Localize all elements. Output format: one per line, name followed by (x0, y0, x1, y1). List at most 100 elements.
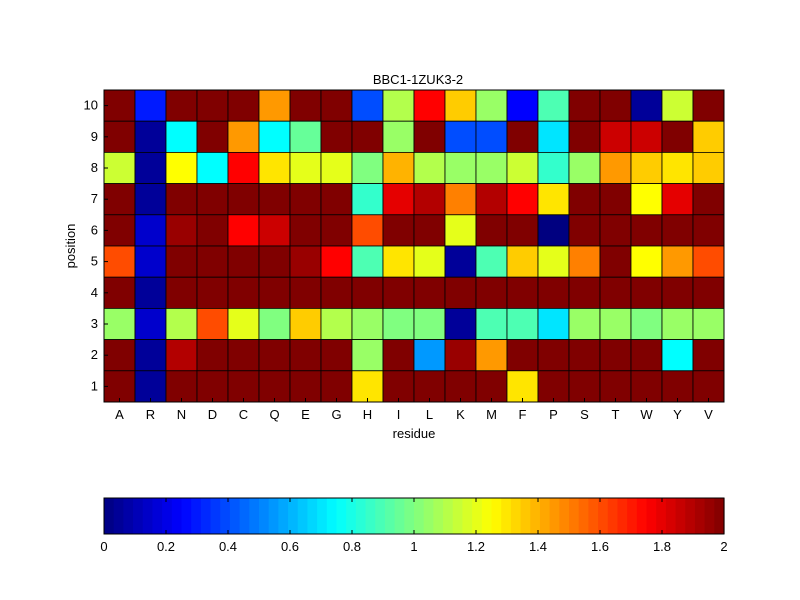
heatmap-cell (289, 370, 322, 403)
heatmap-cell (413, 183, 446, 216)
heatmap-cell (165, 276, 198, 309)
heatmap-cell (444, 120, 477, 153)
colorbar-segment (365, 498, 376, 534)
heatmap-cell (196, 370, 229, 403)
heatmap-cell (289, 151, 322, 184)
heatmap-cell (227, 370, 260, 403)
heatmap-cell (599, 370, 632, 403)
heatmap-cell (289, 214, 322, 247)
y-axis-label: position (63, 224, 78, 269)
heatmap-cell (289, 245, 322, 278)
heatmap-cell (537, 245, 570, 278)
colorbar-segment (375, 498, 386, 534)
heatmap-cell (599, 276, 632, 309)
heatmap-cell (413, 370, 446, 403)
heatmap-cell (692, 370, 725, 403)
heatmap-cell (444, 339, 477, 372)
colorbar-segment (549, 498, 560, 534)
heatmap-cell (351, 151, 384, 184)
heatmap-cell (692, 339, 725, 372)
x-tick-label: T (612, 407, 620, 422)
heatmap-cell (258, 183, 291, 216)
colorbar-segment (162, 498, 173, 534)
heatmap-cell (382, 151, 415, 184)
colorbar-segment (288, 498, 299, 534)
colorbar-segment (133, 498, 144, 534)
heatmap-cell (506, 89, 539, 122)
colorbar-segment (694, 498, 706, 534)
colorbar-tick-label: 1.6 (591, 539, 609, 554)
heatmap-cell (444, 214, 477, 247)
heatmap-cell (103, 89, 136, 122)
colorbar-segment (665, 498, 677, 534)
heatmap-cell (103, 276, 136, 309)
x-tick-label: G (331, 407, 341, 422)
heatmap-cell (692, 245, 725, 278)
heatmap-cell (506, 276, 539, 309)
colorbar-segment (433, 498, 444, 534)
colorbar-segment (685, 498, 696, 534)
heatmap-cell (661, 245, 694, 278)
heatmap-cell (568, 245, 601, 278)
colorbar-segment (191, 498, 202, 534)
heatmap-cell (103, 370, 136, 403)
colorbar-segment (520, 498, 531, 534)
heatmap-cell (227, 339, 260, 372)
heatmap-cell (537, 214, 570, 247)
colorbar-segment (501, 498, 512, 534)
heatmap-cell (413, 245, 446, 278)
x-tick-label: E (301, 407, 310, 422)
heatmap-cell (227, 120, 260, 153)
colorbar-segment (384, 498, 396, 534)
heatmap-cell (258, 89, 291, 122)
heatmap-cell (289, 339, 322, 372)
y-tick-label: 5 (91, 254, 98, 269)
heatmap-cell (630, 276, 663, 309)
heatmap-cell (382, 89, 415, 122)
x-tick-label: R (146, 407, 155, 422)
colorbar-tick-label: 0 (100, 539, 107, 554)
y-tick-label: 2 (91, 347, 98, 362)
heatmap-cell (630, 183, 663, 216)
heatmap-cell (320, 89, 353, 122)
heatmap-cell (351, 120, 384, 153)
heatmap-cell (661, 120, 694, 153)
heatmap-cell (599, 151, 632, 184)
heatmap-cell (475, 339, 508, 372)
colorbar-segment (656, 498, 667, 534)
heatmap-cell (196, 183, 229, 216)
x-tick-label: P (549, 407, 558, 422)
heatmap-cell (103, 183, 136, 216)
heatmap-cell (196, 120, 229, 153)
x-tick-label: W (640, 407, 653, 422)
heatmap-cell (413, 89, 446, 122)
heatmap-cell (103, 307, 136, 340)
x-tick-label: V (704, 407, 713, 422)
heatmap-cell (382, 183, 415, 216)
heatmap-cell (320, 120, 353, 153)
heatmap-cell (506, 183, 539, 216)
x-tick-label: F (519, 407, 527, 422)
y-tick-label: 8 (91, 160, 98, 175)
colorbar-tick-label: 0.2 (157, 539, 175, 554)
heatmap-cell (630, 214, 663, 247)
heatmap-cell (413, 120, 446, 153)
heatmap-cell (165, 151, 198, 184)
colorbar-segment (113, 498, 124, 534)
heatmap-cell (506, 370, 539, 403)
heatmap-cell (537, 370, 570, 403)
heatmap-cell (444, 245, 477, 278)
heatmap-cell (165, 120, 198, 153)
heatmap-cell (134, 276, 167, 309)
heatmap-cell (351, 214, 384, 247)
y-tick-label: 10 (84, 98, 98, 113)
colorbar-segment (336, 498, 347, 534)
heatmap-cell (475, 151, 508, 184)
heatmap-cell (134, 151, 167, 184)
heatmap-cell (413, 214, 446, 247)
heatmap-cell (568, 276, 601, 309)
colorbar-tick-label: 1 (410, 539, 417, 554)
heatmap-cell (165, 89, 198, 122)
